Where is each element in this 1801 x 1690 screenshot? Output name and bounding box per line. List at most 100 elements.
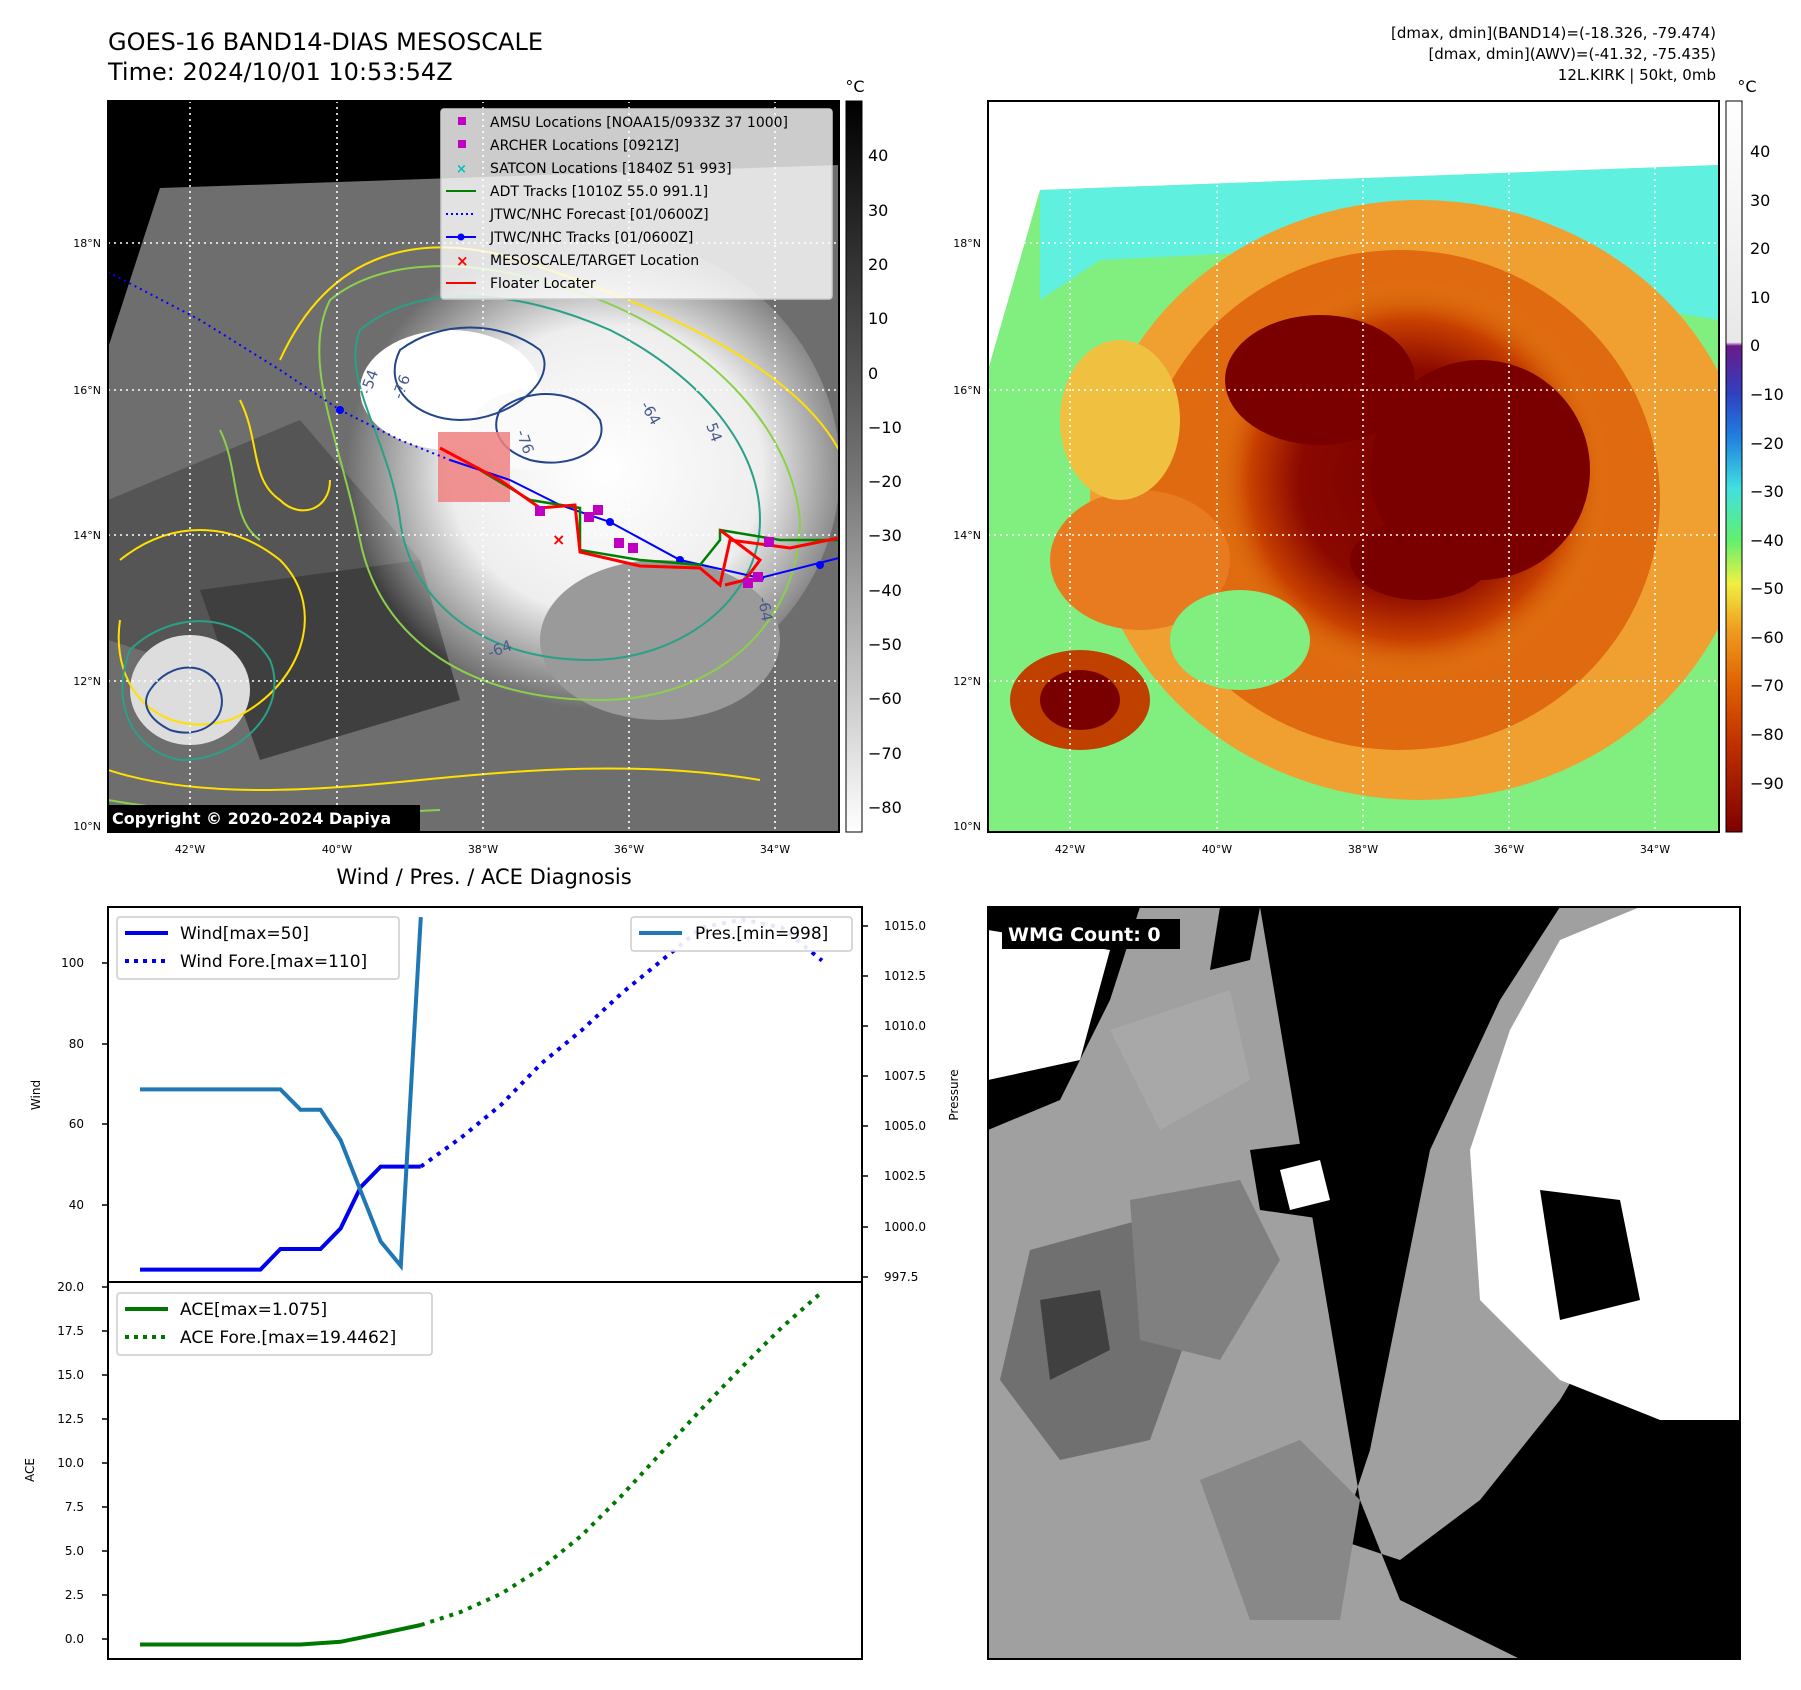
wind-ytick: 60 bbox=[69, 1117, 84, 1131]
dias-colorbar bbox=[1725, 100, 1743, 833]
cbar-tick: 30 bbox=[868, 201, 888, 220]
dias-image bbox=[988, 101, 1719, 832]
dias-cbar-tick: 10 bbox=[1750, 288, 1770, 307]
ir-lon-tick: 34°W bbox=[760, 843, 790, 856]
pres-ytick: 997.5 bbox=[884, 1270, 918, 1284]
dias-cbar-tick: 40 bbox=[1750, 142, 1770, 161]
dias-colorbar-unit: °C bbox=[1737, 77, 1756, 96]
ace-forecast-series bbox=[420, 1290, 824, 1627]
ir-lon-tick: 40°W bbox=[322, 843, 352, 856]
dias-cbar-tick: −60 bbox=[1750, 628, 1784, 647]
wmg-count-label: WMG Count: 0 bbox=[1008, 924, 1161, 946]
dias-cbar-tick: −80 bbox=[1750, 725, 1784, 744]
ace-ytick: 17.5 bbox=[57, 1324, 84, 1338]
dias-lon-tick: 40°W bbox=[1202, 843, 1232, 856]
figure-title-line2: Time: 2024/10/01 10:53:54Z bbox=[107, 58, 453, 86]
dias-cbar-tick: −40 bbox=[1750, 531, 1784, 550]
dias-lon-tick: 36°W bbox=[1494, 843, 1524, 856]
legend-pres: Pres.[min=998] bbox=[695, 924, 828, 944]
dias-cbar-tick: −90 bbox=[1750, 774, 1784, 793]
legend-archer: ARCHER Locations [0921Z] bbox=[490, 138, 679, 154]
pres-ytick: 1010.0 bbox=[884, 1019, 926, 1033]
pres-ytick: 1012.5 bbox=[884, 969, 926, 983]
ir-colorbar-ticks: 40 30 20 10 0 −10 −20 −30 −40 −50 −60 −7… bbox=[868, 146, 902, 817]
legend-wind: Wind[max=50] bbox=[180, 924, 309, 944]
cbar-tick: −10 bbox=[868, 418, 902, 437]
adt-track bbox=[479, 468, 839, 567]
ir-legend: AMSU Locations [NOAA15/0933Z 37 1000] AR… bbox=[440, 108, 833, 300]
cbar-tick: −30 bbox=[868, 526, 902, 545]
dias-cbar-tick: −50 bbox=[1750, 579, 1784, 598]
svg-text:×: × bbox=[456, 252, 469, 270]
ir-lat-tick: 16°N bbox=[73, 384, 101, 397]
stats-line2: [dmax, dmin](AWV)=(-41.32, -75.435) bbox=[1428, 45, 1716, 63]
pres-ytick: 1005.0 bbox=[884, 1119, 926, 1133]
dias-lat-tick: 16°N bbox=[953, 384, 981, 397]
legend-ace-fore: ACE Fore.[max=19.4462] bbox=[180, 1328, 396, 1348]
floater-locater bbox=[439, 446, 839, 588]
ir-lon-tick: 42°W bbox=[175, 843, 205, 856]
dias-cbar-tick: −10 bbox=[1750, 385, 1784, 404]
dias-cbar-tick: 0 bbox=[1750, 336, 1760, 355]
ace-ytick: 2.5 bbox=[65, 1588, 84, 1602]
legend-adt: ADT Tracks [1010Z 55.0 991.1] bbox=[490, 184, 708, 200]
pressure-axis-label: Pressure bbox=[947, 1069, 961, 1120]
pres-legend: Pres.[min=998] bbox=[630, 916, 853, 952]
pres-ytick: 1007.5 bbox=[884, 1069, 926, 1083]
cbar-tick: −80 bbox=[868, 798, 902, 817]
contour-label: 54 bbox=[702, 420, 725, 444]
dias-lat-tick: 14°N bbox=[953, 529, 981, 542]
wmg-image bbox=[988, 907, 1740, 1659]
dias-cbar-tick: −20 bbox=[1750, 434, 1784, 453]
ace-ytick: 10.0 bbox=[57, 1456, 84, 1470]
ace-axis-label: ACE bbox=[23, 1458, 37, 1482]
legend-ace: ACE[max=1.075] bbox=[180, 1300, 327, 1320]
legend-mesoscale: MESOSCALE/TARGET Location bbox=[490, 253, 699, 269]
cbar-tick: −40 bbox=[868, 581, 902, 600]
ir-lat-tick: 10°N bbox=[73, 820, 101, 833]
dias-cbar-tick: −30 bbox=[1750, 482, 1784, 501]
wind-ytick: 40 bbox=[69, 1198, 84, 1212]
wind-ytick: 100 bbox=[61, 956, 84, 970]
dias-lon-tick: 34°W bbox=[1640, 843, 1670, 856]
cbar-tick: 20 bbox=[868, 255, 888, 274]
dias-lon-tick: 42°W bbox=[1055, 843, 1085, 856]
ace-legend: ACE[max=1.075] ACE Fore.[max=19.4462] bbox=[116, 1292, 433, 1356]
wind-legend: Wind[max=50] Wind Fore.[max=110] bbox=[116, 916, 400, 980]
pres-ytick: 1002.5 bbox=[884, 1169, 926, 1183]
figure-title-line1: GOES-16 BAND14-DIAS MESOSCALE bbox=[108, 28, 543, 56]
cbar-tick: −60 bbox=[868, 689, 902, 708]
ir-lat-tick: 14°N bbox=[73, 529, 101, 542]
ace-ytick: 15.0 bbox=[57, 1368, 84, 1382]
cbar-tick: 40 bbox=[868, 146, 888, 165]
dias-cbar-tick: 30 bbox=[1750, 191, 1770, 210]
pressure-series bbox=[140, 916, 423, 1271]
legend-wind-fore: Wind Fore.[max=110] bbox=[180, 952, 367, 972]
legend-jtwc-forecast: JTWC/NHC Forecast [01/0600Z] bbox=[489, 207, 709, 223]
wind-axis-label: Wind bbox=[29, 1080, 43, 1110]
contour-label: -64 bbox=[754, 596, 776, 623]
cbar-tick: 10 bbox=[868, 309, 888, 328]
legend-satcon: SATCON Locations [1840Z 51 993] bbox=[490, 161, 732, 177]
cbar-tick: −70 bbox=[868, 744, 902, 763]
legend-jtwc-tracks: JTWC/NHC Tracks [01/0600Z] bbox=[489, 230, 693, 246]
ir-lon-tick: 38°W bbox=[468, 843, 498, 856]
dias-cbar-tick: 20 bbox=[1750, 239, 1770, 258]
pres-ytick: 1015.0 bbox=[884, 919, 926, 933]
cbar-tick: −20 bbox=[868, 472, 902, 491]
dias-lat-tick: 18°N bbox=[953, 237, 981, 250]
dias-lat-tick: 12°N bbox=[953, 675, 981, 688]
ace-ytick: 20.0 bbox=[57, 1280, 84, 1294]
ace-ytick: 5.0 bbox=[65, 1544, 84, 1558]
ir-colorbar bbox=[845, 100, 863, 833]
legend-floater: Floater Locater bbox=[490, 276, 596, 292]
copyright-text: Copyright © 2020-2024 Dapiya bbox=[112, 809, 391, 828]
ace-ytick: 0.0 bbox=[65, 1632, 84, 1646]
stats-line3: 12L.KIRK | 50kt, 0mb bbox=[1558, 66, 1716, 84]
wind-series bbox=[140, 1164, 421, 1272]
diagnosis-title: Wind / Pres. / ACE Diagnosis bbox=[336, 865, 631, 889]
ace-ytick: 7.5 bbox=[65, 1500, 84, 1514]
dias-lon-tick: 38°W bbox=[1348, 843, 1378, 856]
ace-series bbox=[140, 1623, 422, 1647]
